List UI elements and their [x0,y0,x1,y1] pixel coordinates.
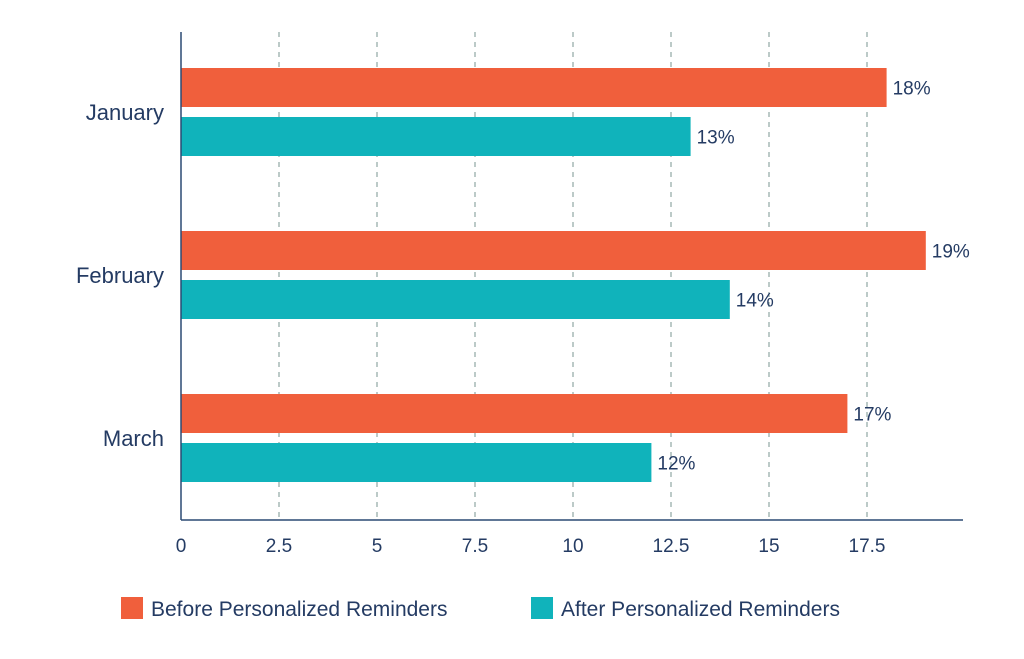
data-label: 13% [697,128,735,149]
bars [181,68,926,482]
data-label: 12% [657,454,695,475]
data-label: 19% [932,242,970,263]
category-label-february: February [76,263,164,288]
x-tick-label: 5 [372,536,383,557]
bar-before-february [181,231,926,270]
bar-after-march [181,443,652,482]
data-label: 18% [893,79,931,100]
axes [180,32,963,521]
x-tick-label: 2.5 [266,536,292,557]
bar-before-march [181,394,848,433]
grid-lines [278,32,868,520]
x-tick-label: 15 [758,536,779,557]
legend-swatch-after [531,597,553,619]
x-tick-label: 10 [562,536,583,557]
bar-after-january [181,117,691,156]
data-label: 14% [736,291,774,312]
data-label: 17% [853,405,891,426]
x-tick-label: 17.5 [849,536,886,557]
x-tick-label: 12.5 [653,536,690,557]
category-label-march: March [103,426,164,451]
legend-label-after: After Personalized Reminders [561,598,840,621]
legend-swatch-before [121,597,143,619]
category-labels: January February March [76,100,164,451]
legend-label-before: Before Personalized Reminders [151,598,447,621]
legend: Before Personalized Reminders After Pers… [121,597,840,621]
data-labels: 18% 13% 19% 14% 17% 12% [657,79,970,475]
bar-after-february [181,280,730,319]
x-tick-labels: 0 2.5 5 7.5 10 12.5 15 17.5 [176,536,886,557]
x-tick-label: 0 [176,536,187,557]
x-tick-label: 7.5 [462,536,488,557]
category-label-january: January [86,100,164,125]
bar-before-january [181,68,887,107]
